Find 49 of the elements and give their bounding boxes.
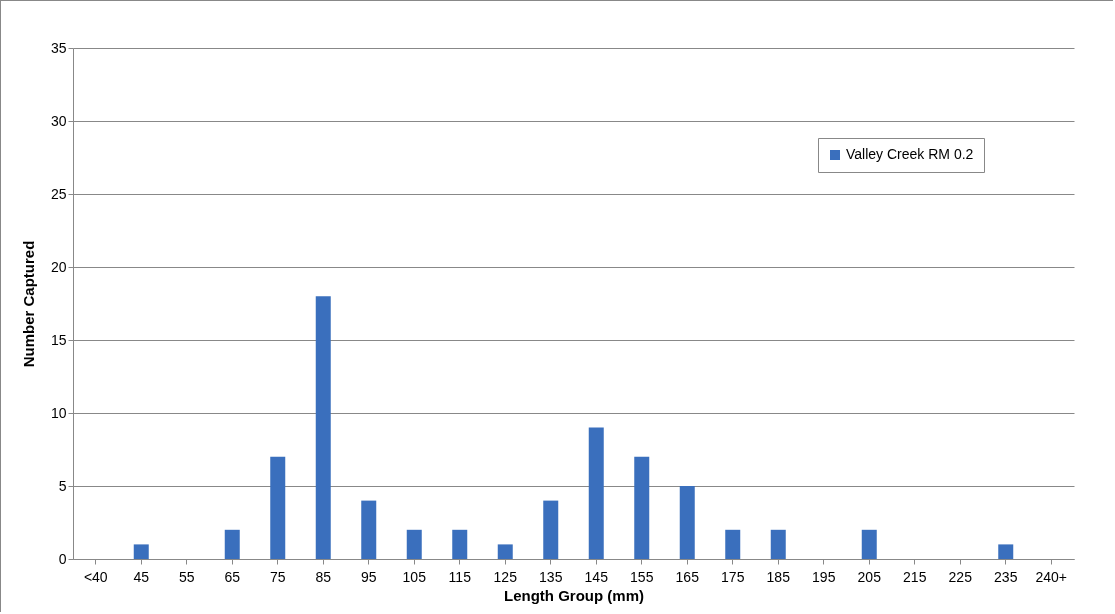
x-tick-label: 55 — [178, 568, 195, 585]
bar — [224, 529, 240, 559]
y-tick-label: 0 — [58, 550, 67, 567]
bar — [361, 500, 377, 559]
y-tick-label: 25 — [50, 185, 67, 202]
x-tick-label: 65 — [224, 568, 241, 585]
bar — [315, 296, 331, 559]
x-tick-label: 205 — [857, 568, 882, 585]
y-tick-label: 35 — [50, 39, 67, 56]
x-axis-title: Length Group (mm) — [504, 586, 644, 604]
x-tick-label: 105 — [402, 568, 427, 585]
x-tick-label: 185 — [766, 568, 791, 585]
bar — [270, 456, 286, 559]
bar — [452, 529, 468, 559]
x-tick-label: 125 — [493, 568, 518, 585]
bar — [998, 544, 1014, 559]
x-tick-label: 115 — [448, 568, 472, 585]
bar — [588, 427, 604, 559]
x-tick-label: 145 — [584, 568, 609, 585]
bar — [770, 529, 786, 559]
bar — [634, 456, 650, 559]
x-tick-label: 240+ — [1035, 568, 1068, 585]
x-tick-label: 195 — [812, 568, 836, 585]
bar — [406, 529, 422, 559]
x-tick-label: 45 — [133, 568, 150, 585]
y-axis-title: Number Captured — [19, 240, 37, 368]
x-tick-label: 175 — [721, 568, 745, 585]
legend-label: Valley Creek RM 0.2 — [846, 146, 974, 162]
x-tick-label: 95 — [360, 568, 377, 585]
x-tick-label: 165 — [675, 568, 700, 585]
x-tick-label: 235 — [994, 568, 1018, 585]
y-tick-label: 10 — [50, 404, 67, 421]
y-tick-label: 5 — [58, 477, 67, 494]
y-tick-label: 30 — [50, 112, 67, 129]
bar — [725, 529, 741, 559]
bar — [497, 544, 513, 559]
bar — [861, 529, 877, 559]
x-tick-label: 75 — [269, 568, 286, 585]
y-tick-label: 15 — [50, 331, 67, 348]
bar — [133, 544, 149, 559]
x-tick-label: 85 — [315, 568, 332, 585]
y-tick-label: 20 — [50, 258, 67, 275]
bar — [543, 500, 559, 559]
x-tick-label: 215 — [903, 568, 927, 585]
x-tick-label: 135 — [539, 568, 563, 585]
bar — [679, 486, 695, 559]
x-tick-label: 155 — [630, 568, 654, 585]
x-tick-label: <40 — [83, 568, 108, 585]
x-tick-label: 225 — [948, 568, 973, 585]
